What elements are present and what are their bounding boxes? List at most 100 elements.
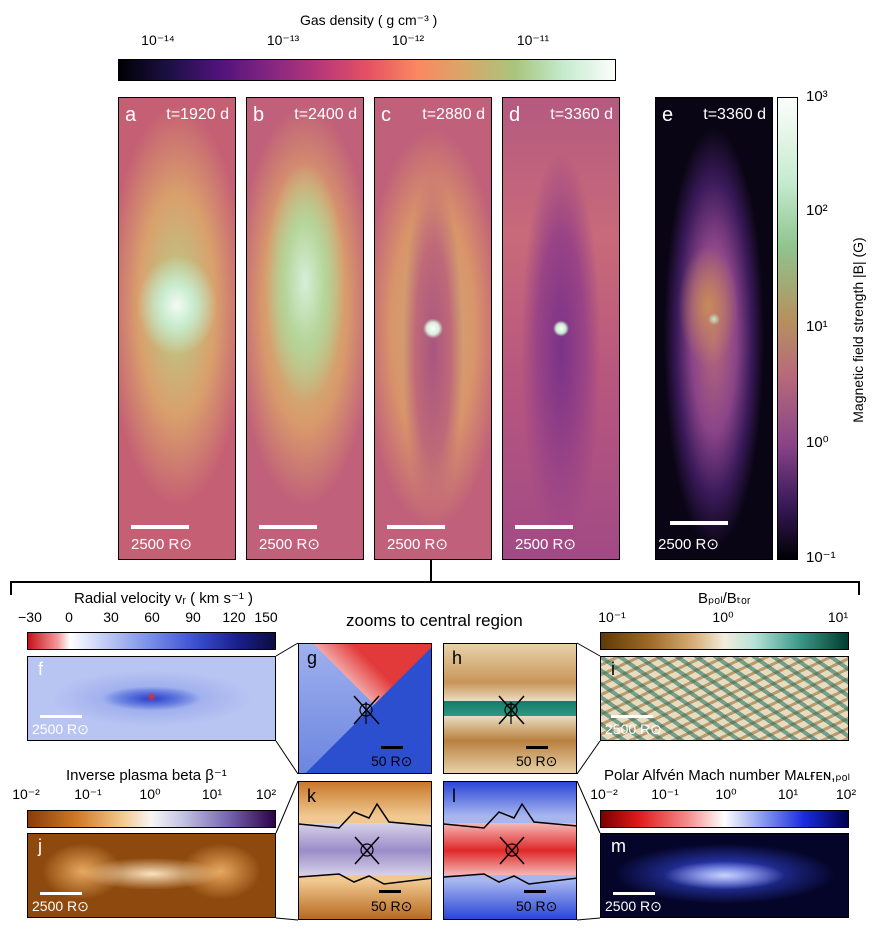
scale-bar <box>613 892 655 895</box>
zoom-title: zooms to central region <box>346 611 523 630</box>
panel-f-radial-velocity: f 2500 R⊙ <box>27 656 276 741</box>
scale-bar <box>670 521 728 525</box>
panel-time: t=2880 d <box>422 106 485 123</box>
panel-letter: a <box>125 104 137 126</box>
bratio-tick: 10¹ <box>827 609 849 625</box>
vr-tick: 150 <box>254 609 278 625</box>
scale-bar <box>611 715 653 718</box>
panel-letter: j <box>38 836 42 856</box>
beta-colorbar <box>27 810 276 828</box>
mach-tick: 10⁻¹ <box>651 786 679 802</box>
mach-tick: 10¹ <box>777 786 799 802</box>
panel-a-density: a t=1920 d 2500 R⊙ <box>118 97 236 560</box>
bfield-tick: 10² <box>806 202 828 219</box>
panel-time: t=3360 d <box>703 106 766 123</box>
panel-time: t=3360 d <box>550 106 613 123</box>
panel-d-density: d t=3360 d 2500 R⊙ <box>502 97 620 560</box>
bratio-colorbar-label: Bₚₒₗ/Bₜₒᵣ <box>698 590 751 607</box>
gas-density-tick: 10⁻¹⁴ <box>141 32 175 48</box>
crosshair-icon <box>353 695 380 725</box>
scale-label: 2500 R⊙ <box>605 721 662 737</box>
scale-label: 50 R⊙ <box>516 898 558 914</box>
bfield-colorbar-label: Magnetic field strength |B| (G) <box>850 237 866 423</box>
bfield-tick: 10⁻¹ <box>806 549 836 566</box>
panel-letter: d <box>509 104 521 126</box>
gas-density-tick: 10⁻¹³ <box>266 32 300 48</box>
panel-h-zoom-b-ratio: h 50 R⊙ <box>443 643 577 774</box>
scale-bar <box>379 890 401 893</box>
scale-bar <box>524 890 546 893</box>
scale-label: 50 R⊙ <box>371 898 413 914</box>
scale-bar <box>515 525 573 529</box>
gas-density-colorbar <box>118 59 616 81</box>
bracket-right <box>858 581 860 595</box>
panel-letter: l <box>452 786 456 806</box>
mach-colorbar <box>600 810 849 828</box>
vr-tick: 60 <box>144 609 160 625</box>
crosshair-icon <box>498 695 525 725</box>
bfield-tick: 10³ <box>806 88 828 105</box>
beta-tick: 10⁻¹ <box>74 786 102 802</box>
scale-label: 2500 R⊙ <box>131 536 192 553</box>
gas-density-tick: 10⁻¹² <box>391 32 425 48</box>
panel-e-bfield: e t=3360 d 2500 R⊙ <box>655 97 773 560</box>
bratio-colorbar <box>600 632 849 650</box>
panel-b-density: b t=2400 d 2500 R⊙ <box>246 97 364 560</box>
panel-letter: g <box>307 648 318 668</box>
mach-tick: 10⁻² <box>590 786 618 802</box>
beta-colorbar-label: Inverse plasma beta β⁻¹ <box>66 767 227 784</box>
scale-label: 2500 R⊙ <box>259 536 320 553</box>
panel-j-inverse-beta: j 2500 R⊙ <box>27 833 276 918</box>
bratio-tick: 10⁻¹ <box>598 609 626 625</box>
beta-tick: 10⁻² <box>12 786 40 802</box>
bracket-left <box>10 581 12 595</box>
panel-l-zoom-alfven-mach: l 50 R⊙ <box>443 781 577 920</box>
scale-label: 50 R⊙ <box>516 753 558 769</box>
panel-m-alfven-mach: m 2500 R⊙ <box>600 833 849 918</box>
panel-i-b-ratio: i 2500 R⊙ <box>600 656 849 741</box>
gas-density-colorbar-label: Gas density ( g cm⁻³ ) <box>300 12 438 28</box>
scale-bar <box>387 525 445 529</box>
panel-k-zoom-inverse-beta: k 50 R⊙ <box>298 781 432 920</box>
panel-letter: h <box>452 648 463 668</box>
scale-label: 2500 R⊙ <box>658 536 719 553</box>
crosshair-icon <box>299 802 431 885</box>
bfield-tick: 10¹ <box>806 318 828 335</box>
vr-tick: 120 <box>222 609 246 625</box>
mach-tick: 10⁰ <box>715 786 737 802</box>
panel-letter: f <box>38 659 44 679</box>
panel-letter: m <box>611 836 626 856</box>
scale-label: 50 R⊙ <box>371 753 413 769</box>
scale-bar <box>381 746 403 749</box>
crosshair-icon <box>444 802 576 885</box>
panel-letter: e <box>662 104 674 126</box>
panel-g-zoom-radial-velocity: g 50 R⊙ <box>298 643 432 774</box>
vr-tick: 90 <box>185 609 201 625</box>
panel-letter: i <box>611 659 615 679</box>
vr-colorbar-label: Radial velocity vᵣ ( km s⁻¹ ) <box>74 590 254 607</box>
panel-time: t=2400 d <box>294 106 357 123</box>
scale-bar <box>40 715 82 718</box>
panel-letter: k <box>307 786 316 806</box>
vr-colorbar <box>27 632 276 650</box>
scale-label: 2500 R⊙ <box>32 898 89 914</box>
panel-time: t=1920 d <box>166 106 229 123</box>
scale-bar <box>40 892 82 895</box>
bratio-tick: 10⁰ <box>712 609 734 625</box>
mach-tick: 10² <box>835 786 857 802</box>
panel-letter: b <box>253 104 265 126</box>
gas-density-tick: 10⁻¹¹ <box>516 32 550 48</box>
scale-label: 2500 R⊙ <box>515 536 576 553</box>
scale-bar <box>131 525 189 529</box>
bfield-colorbar <box>777 97 798 560</box>
scale-label: 2500 R⊙ <box>387 536 448 553</box>
panel-c-density: c t=2880 d 2500 R⊙ <box>374 97 492 560</box>
scale-label: 2500 R⊙ <box>605 898 662 914</box>
panel-letter: c <box>381 104 391 126</box>
bfield-tick: 10⁰ <box>806 434 829 451</box>
beta-tick: 10² <box>255 786 277 802</box>
scale-bar <box>526 746 548 749</box>
beta-tick: 10⁰ <box>139 786 161 802</box>
mach-colorbar-label: Polar Alfvén Mach number Mᴀʟғᴇɴ,ₚₒₗ <box>604 767 850 784</box>
bracket-stem <box>430 560 432 582</box>
